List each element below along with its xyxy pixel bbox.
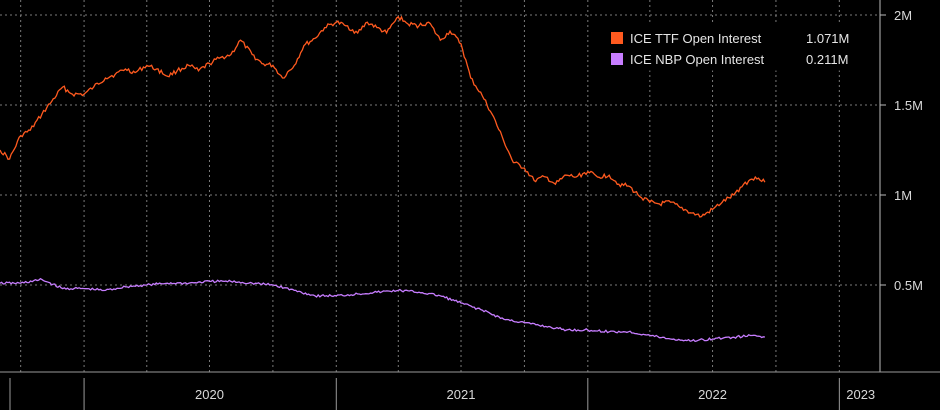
legend-swatch-ttf (611, 32, 623, 44)
legend-label-nbp: ICE NBP Open Interest (630, 52, 765, 67)
legend-label-ttf: ICE TTF Open Interest (630, 31, 762, 46)
series-line-nbp (0, 277, 765, 343)
x-axis: 2020 2021 2022 2023 (0, 371, 940, 410)
legend-value-ttf: 1.071M (806, 31, 849, 46)
series-layer (0, 15, 766, 343)
y-tick-label: 1.5M (894, 98, 923, 113)
x-tick-label: 2023 (846, 387, 875, 402)
y-tick-label: 2M (894, 8, 912, 23)
legend-value-nbp: 0.211M (806, 52, 848, 67)
x-tick-label: 2020 (195, 387, 224, 402)
y-tick-label: 1M (894, 188, 912, 203)
y-tick-label: 0.5M (894, 278, 923, 293)
legend: ICE TTF Open Interest 1.071M ICE NBP Ope… (601, 24, 861, 71)
legend-swatch-nbp (611, 53, 623, 65)
x-tick-label: 2021 (447, 387, 476, 402)
x-tick-label: 2022 (698, 387, 727, 402)
legend-box (601, 24, 861, 71)
y-axis: 2M 1.5M 1M 0.5M (879, 0, 923, 372)
series-line-ttf (0, 15, 766, 218)
